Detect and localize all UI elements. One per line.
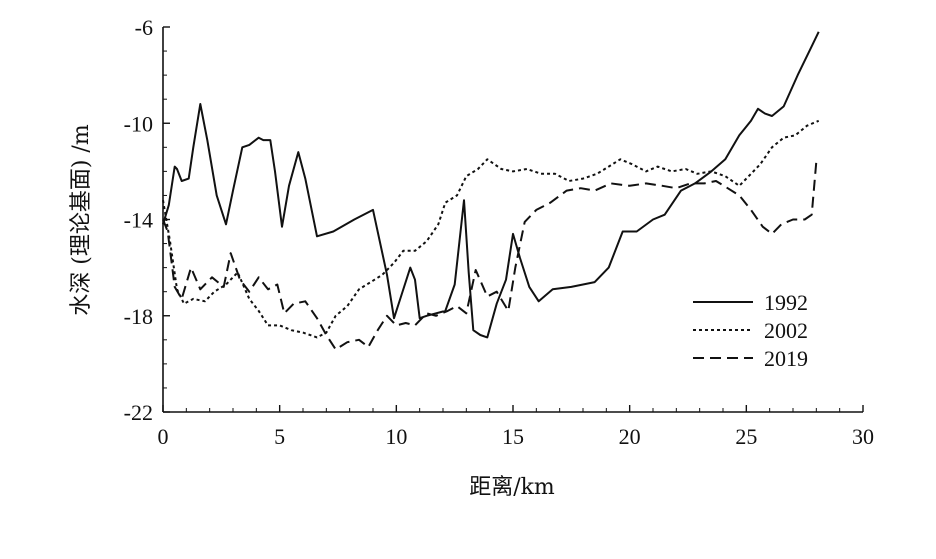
series-line-2002: [162, 119, 820, 339]
y-axis-label: 水深 (理论基面) /m: [69, 124, 94, 316]
y-axis-ticks: -6 -10 -14 -18 -22: [124, 15, 170, 425]
x-tick-label: 15: [502, 424, 524, 449]
x-tick-label: 5: [274, 424, 285, 449]
x-tick-label: 25: [735, 424, 757, 449]
legend: 1992 2002 2019: [693, 290, 808, 371]
y-tick-label: -18: [124, 304, 153, 329]
x-tick-label: 10: [385, 424, 407, 449]
series-line-2019: [162, 161, 818, 351]
y-tick-label: -14: [124, 208, 153, 233]
legend-label-2019: 2019: [764, 346, 808, 371]
legend-label-2002: 2002: [764, 318, 808, 343]
y-tick-label: -6: [135, 15, 153, 40]
x-axis-ticks: 0 5 10 15 20 25 30: [158, 405, 874, 449]
series-layer: [162, 31, 820, 351]
legend-label-1992: 1992: [764, 290, 808, 315]
y-tick-label: -10: [124, 111, 153, 136]
y-tick-label: -22: [124, 400, 153, 425]
x-tick-label: 20: [619, 424, 641, 449]
x-tick-label: 30: [852, 424, 874, 449]
axes: [162, 27, 863, 413]
x-tick-label: 0: [158, 424, 169, 449]
x-axis-label: 距离/km: [469, 475, 555, 500]
